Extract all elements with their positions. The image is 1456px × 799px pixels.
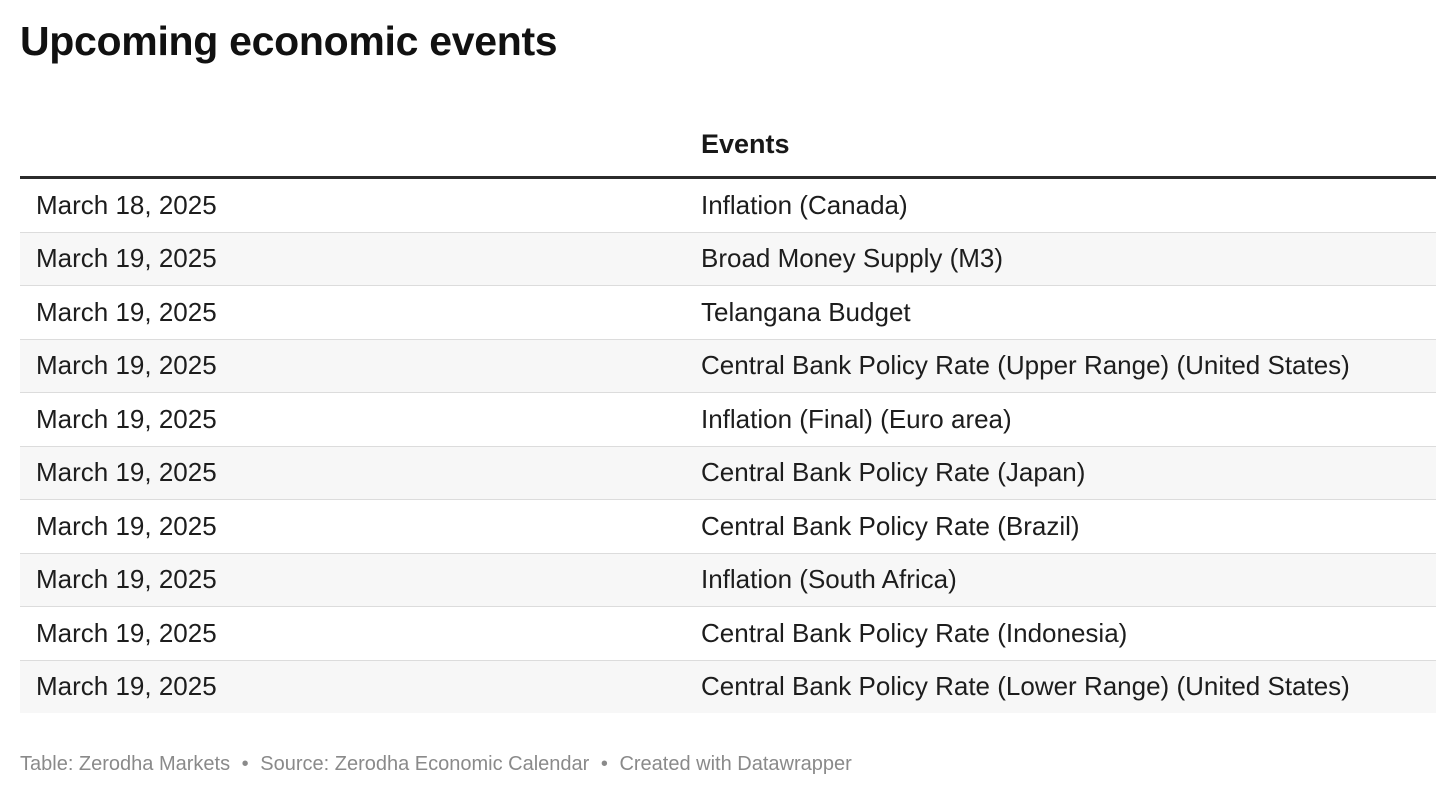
table-row: March 19, 2025 Inflation (South Africa)	[20, 553, 1436, 607]
date-cell: March 19, 2025	[36, 457, 217, 488]
table-row: March 19, 2025 Inflation (Final) (Euro a…	[20, 393, 1436, 446]
table-row: March 19, 2025 Telangana Budget	[20, 286, 1436, 339]
page-title: Upcoming economic events	[20, 18, 558, 64]
table-row: March 19, 2025 Central Bank Policy Rate …	[20, 660, 1436, 713]
footer-credits: Table: Zerodha Markets • Source: Zerodha…	[20, 753, 852, 776]
event-cell: Broad Money Supply (M3)	[701, 243, 1004, 274]
table-row: March 19, 2025 Central Bank Policy Rate …	[20, 500, 1436, 553]
table-credit: Table: Zerodha Markets	[20, 753, 231, 775]
events-table-container: Events March 18, 2025 Inflation (Canada)…	[20, 112, 1436, 713]
event-cell: Inflation (Canada)	[701, 189, 908, 220]
date-cell: March 19, 2025	[36, 671, 217, 702]
event-cell: Central Bank Policy Rate (Brazil)	[701, 510, 1080, 541]
column-header-events: Events	[685, 112, 1436, 179]
event-cell: Central Bank Policy Rate (Upper Range) (…	[701, 350, 1350, 381]
date-cell: March 19, 2025	[36, 564, 217, 595]
table-row: March 18, 2025 Inflation (Canada)	[20, 178, 1436, 232]
date-cell: March 19, 2025	[36, 296, 217, 327]
date-cell: March 19, 2025	[36, 243, 217, 274]
date-cell: March 19, 2025	[36, 510, 217, 541]
event-cell: Central Bank Policy Rate (Lower Range) (…	[701, 671, 1350, 702]
event-cell: Inflation (Final) (Euro area)	[701, 403, 1012, 434]
event-cell: Central Bank Policy Rate (Indonesia)	[701, 617, 1128, 648]
date-cell: March 19, 2025	[36, 617, 217, 648]
date-cell: March 18, 2025	[36, 189, 217, 220]
date-cell: March 19, 2025	[36, 403, 217, 434]
footer-separator: •	[600, 753, 608, 775]
table-row: March 19, 2025 Central Bank Policy Rate …	[20, 607, 1436, 660]
column-header-date	[20, 112, 685, 179]
event-cell: Inflation (South Africa)	[701, 564, 957, 595]
event-cell: Telangana Budget	[701, 296, 911, 327]
events-table: Events March 18, 2025 Inflation (Canada)…	[20, 112, 1436, 713]
date-cell: March 19, 2025	[36, 350, 217, 381]
table-header-row: Events	[20, 112, 1436, 179]
table-row: March 19, 2025 Broad Money Supply (M3)	[20, 232, 1436, 286]
source-credit: Source: Zerodha Economic Calendar	[260, 753, 590, 775]
table-row: March 19, 2025 Central Bank Policy Rate …	[20, 339, 1436, 393]
event-cell: Central Bank Policy Rate (Japan)	[701, 457, 1086, 488]
datawrapper-credit: Created with Datawrapper	[619, 753, 852, 775]
table-row: March 19, 2025 Central Bank Policy Rate …	[20, 446, 1436, 500]
footer-separator: •	[241, 753, 249, 775]
